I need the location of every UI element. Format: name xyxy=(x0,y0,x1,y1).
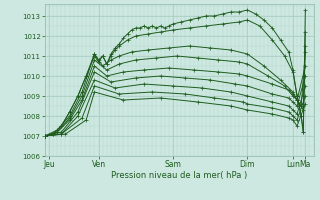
X-axis label: Pression niveau de la mer( hPa ): Pression niveau de la mer( hPa ) xyxy=(111,171,247,180)
